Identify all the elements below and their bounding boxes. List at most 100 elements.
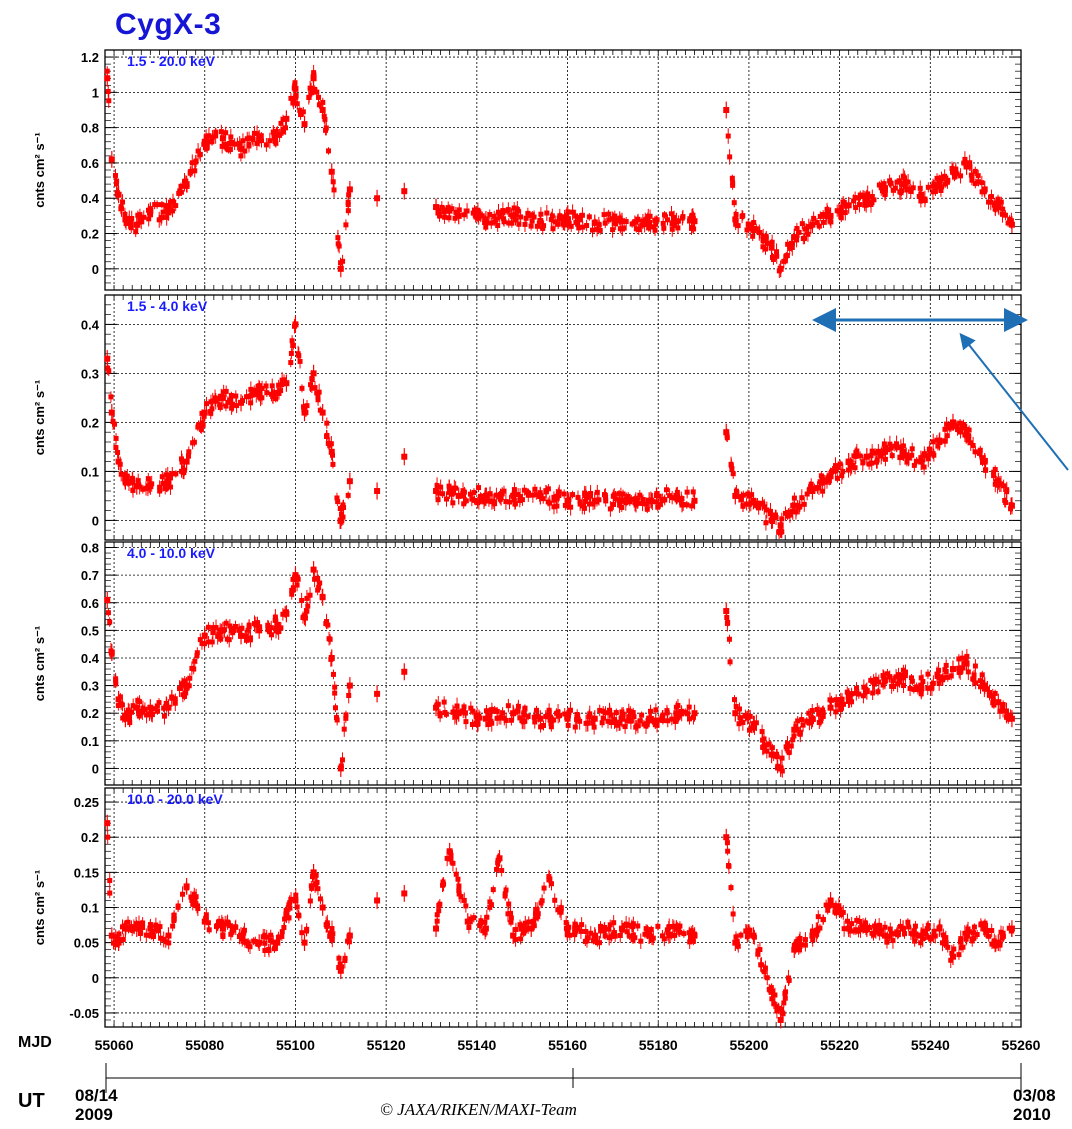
data-point xyxy=(860,693,866,699)
data-point xyxy=(868,677,874,683)
data-point xyxy=(244,394,250,400)
data-point xyxy=(961,422,967,428)
data-point xyxy=(905,179,911,185)
data-point xyxy=(919,686,925,692)
data-point xyxy=(853,205,859,211)
data-point xyxy=(549,213,555,219)
data-point xyxy=(440,491,446,497)
data-point xyxy=(223,620,229,626)
data-point xyxy=(842,210,848,216)
data-point xyxy=(880,682,886,688)
data-point xyxy=(470,708,476,714)
data-point xyxy=(161,209,167,215)
data-point xyxy=(740,503,746,509)
data-point xyxy=(116,937,122,943)
data-point xyxy=(277,132,283,138)
data-point xyxy=(839,473,845,479)
data-point xyxy=(157,924,163,930)
data-point xyxy=(108,932,115,939)
data-point xyxy=(575,494,581,500)
data-point xyxy=(556,489,562,495)
data-point xyxy=(568,504,574,510)
data-point xyxy=(234,141,240,147)
data-point xyxy=(332,684,338,690)
data-point xyxy=(636,227,642,233)
data-point xyxy=(760,737,766,743)
data-point xyxy=(851,198,857,204)
data-point xyxy=(290,342,296,348)
panel-frame xyxy=(104,541,1022,786)
data-point xyxy=(736,494,742,500)
data-point xyxy=(120,199,126,205)
data-point xyxy=(960,425,966,431)
data-point xyxy=(288,95,294,101)
data-point xyxy=(745,221,751,227)
data-point xyxy=(737,715,743,721)
data-point xyxy=(248,386,254,392)
data-point xyxy=(601,492,607,498)
data-point xyxy=(463,498,469,504)
data-point xyxy=(763,520,769,526)
data-point xyxy=(312,576,318,582)
data-point xyxy=(617,215,623,221)
band-label: 4.0 - 10.0 keV xyxy=(127,545,216,561)
data-point xyxy=(608,720,614,726)
data-point xyxy=(750,225,756,231)
data-point xyxy=(820,212,826,218)
data-point xyxy=(263,142,269,148)
data-point xyxy=(278,120,284,126)
data-point xyxy=(219,135,226,142)
data-point xyxy=(936,680,942,686)
data-point xyxy=(1007,216,1013,222)
data-point xyxy=(725,133,731,139)
data-point xyxy=(259,138,265,144)
data-point xyxy=(586,214,592,220)
data-point xyxy=(987,692,993,698)
data-point xyxy=(970,442,976,448)
data-point xyxy=(976,450,982,456)
data-point xyxy=(948,673,954,679)
data-point xyxy=(900,173,906,179)
data-point xyxy=(108,409,115,416)
data-point xyxy=(205,624,211,630)
data-point xyxy=(268,625,274,631)
data-point xyxy=(171,917,177,923)
data-point xyxy=(878,185,884,191)
data-point xyxy=(635,217,641,223)
data-point xyxy=(309,376,315,382)
data-point xyxy=(847,459,853,465)
data-point xyxy=(740,492,746,498)
data-point xyxy=(499,491,505,497)
data-point xyxy=(943,668,949,674)
data-point xyxy=(565,221,571,227)
data-point xyxy=(308,85,314,91)
data-point xyxy=(180,469,186,475)
data-point xyxy=(166,203,172,209)
data-point xyxy=(587,711,593,717)
data-point xyxy=(904,459,910,465)
data-point xyxy=(992,467,998,473)
data-point xyxy=(538,211,544,217)
data-point xyxy=(188,168,194,174)
data-point xyxy=(597,227,603,233)
data-point xyxy=(240,398,246,404)
data-point xyxy=(808,484,814,490)
data-point xyxy=(113,934,119,940)
data-point xyxy=(777,765,784,772)
data-point xyxy=(627,709,633,715)
data-point xyxy=(299,385,305,391)
y-tick-label: 0.15 xyxy=(74,865,99,880)
data-point xyxy=(267,138,273,144)
data-point xyxy=(436,210,442,216)
data-point xyxy=(453,209,459,215)
data-point xyxy=(855,195,861,201)
data-point xyxy=(623,218,629,224)
data-point xyxy=(763,233,769,239)
data-point xyxy=(739,214,745,220)
data-point xyxy=(136,926,142,932)
data-point xyxy=(464,208,470,214)
data-point xyxy=(648,498,654,504)
data-point xyxy=(930,439,936,445)
data-point xyxy=(227,146,233,152)
data-point xyxy=(254,140,260,146)
